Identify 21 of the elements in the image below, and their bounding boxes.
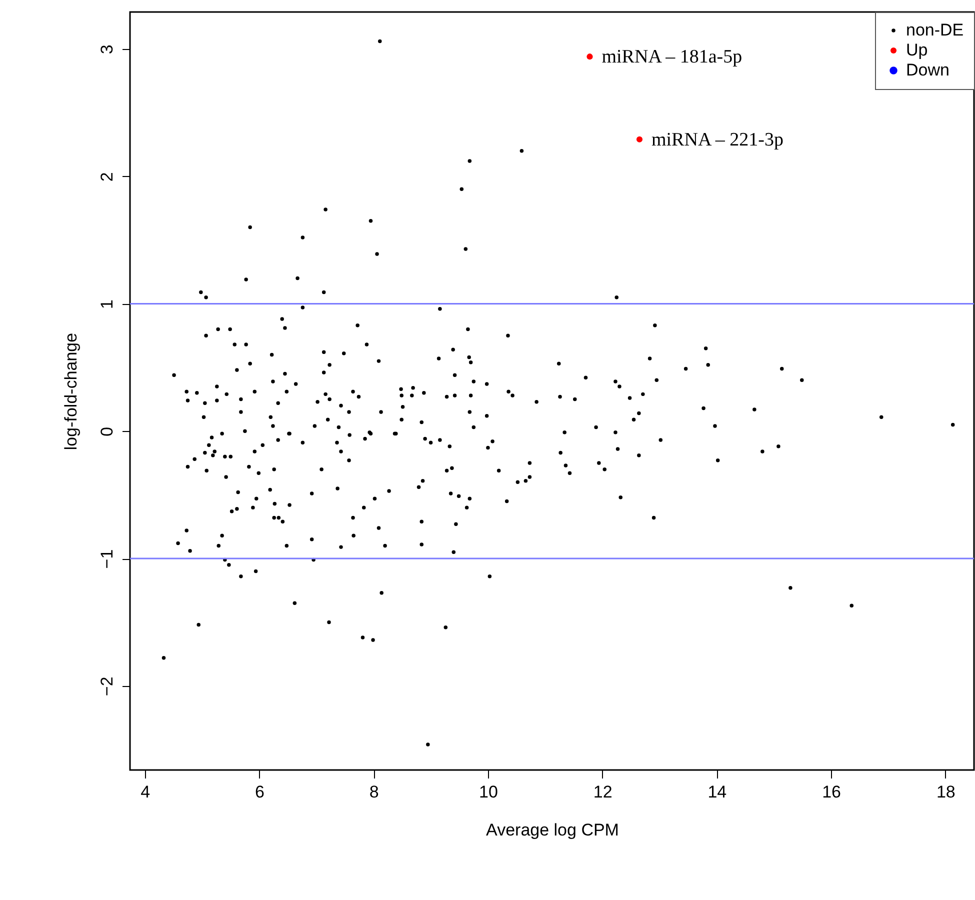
y-tick-label: 2 [98,172,116,182]
annotation: miRNA – 181a-5p [602,46,742,68]
x-tick-label: 12 [593,782,612,802]
y-axis-title: log-fold-change [62,332,80,450]
legend-label: non-DE [906,20,964,40]
y-tick-label: 3 [98,44,116,54]
x-tick-label: 18 [936,782,956,802]
legend-label: Up [906,40,928,60]
legend-label: Down [906,60,950,80]
y-tick-label: −1 [98,549,116,569]
x-tick-label: 8 [369,782,379,802]
x-tick-label: 6 [254,782,264,802]
x-tick-label: 14 [708,782,727,802]
annotation: miRNA – 221-3p [651,129,784,150]
y-tick-label: −2 [98,676,116,696]
y-tick-label: 1 [98,300,116,309]
y-tick-label: 0 [98,426,116,436]
x-tick-label: 10 [478,782,498,802]
x-tick-label: 4 [140,782,150,802]
x-axis-title: Average log CPM [486,820,619,840]
x-tick-label: 16 [822,782,842,802]
